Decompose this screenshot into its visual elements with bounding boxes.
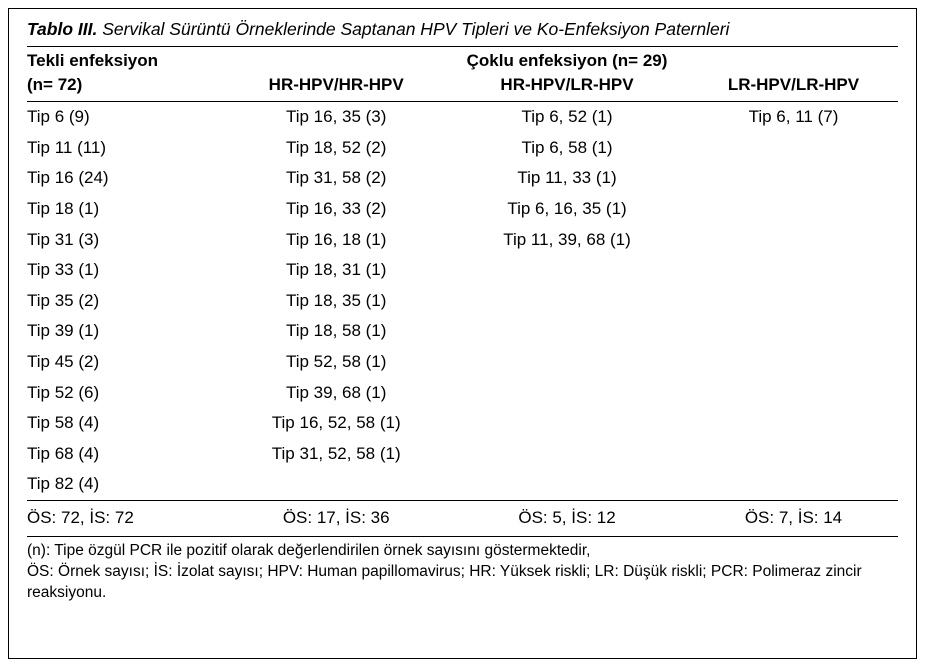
- cell-c3: [689, 133, 898, 164]
- header-col-1: HR-HPV/HR-HPV: [227, 71, 445, 102]
- table-row: Tip 31 (3)Tip 16, 18 (1)Tip 11, 39, 68 (…: [27, 224, 898, 255]
- totals-c2: ÖS: 5, İS: 12: [445, 500, 689, 536]
- header-super-left-2: (n= 72): [27, 71, 227, 102]
- cell-c0: Tip 11 (11): [27, 133, 227, 164]
- cell-c1: Tip 39, 68 (1): [227, 377, 445, 408]
- table-row: Tip 58 (4)Tip 16, 52, 58 (1): [27, 408, 898, 439]
- header-super-left-1: Tekli enfeksiyon: [27, 47, 227, 71]
- table-body: Tip 6 (9)Tip 16, 35 (3)Tip 6, 52 (1)Tip …: [27, 102, 898, 501]
- header-col-3: LR-HPV/LR-HPV: [689, 71, 898, 102]
- cell-c3: Tip 6, 11 (7): [689, 102, 898, 133]
- cell-c0: Tip 52 (6): [27, 377, 227, 408]
- cell-c2: Tip 6, 16, 35 (1): [445, 194, 689, 225]
- table-row: Tip 16 (24)Tip 31, 58 (2)Tip 11, 33 (1): [27, 163, 898, 194]
- table-footer-row: ÖS: 72, İS: 72 ÖS: 17, İS: 36 ÖS: 5, İS:…: [27, 500, 898, 536]
- cell-c2: [445, 286, 689, 317]
- table-frame: Tablo III. Servikal Sürüntü Örneklerinde…: [8, 8, 917, 659]
- cell-c3: [689, 163, 898, 194]
- header-super-span: Çoklu enfeksiyon (n= 29): [445, 47, 689, 71]
- cell-c3: [689, 347, 898, 378]
- totals-c3: ÖS: 7, İS: 14: [689, 500, 898, 536]
- cell-c1: Tip 31, 52, 58 (1): [227, 439, 445, 470]
- cell-c0: Tip 6 (9): [27, 102, 227, 133]
- cell-c0: Tip 82 (4): [27, 469, 227, 500]
- cell-c2: [445, 316, 689, 347]
- cell-c3: [689, 439, 898, 470]
- cell-c3: [689, 377, 898, 408]
- table-row: Tip 35 (2)Tip 18, 35 (1): [27, 286, 898, 317]
- footnotes: (n): Tipe özgül PCR ile pozitif olarak d…: [27, 537, 898, 604]
- cell-c1: Tip 16, 18 (1): [227, 224, 445, 255]
- cell-c2: [445, 255, 689, 286]
- table-row: Tip 33 (1)Tip 18, 31 (1): [27, 255, 898, 286]
- totals-c1: ÖS: 17, İS: 36: [227, 500, 445, 536]
- cell-c3: [689, 255, 898, 286]
- cell-c2: [445, 469, 689, 500]
- cell-c1: Tip 52, 58 (1): [227, 347, 445, 378]
- cell-c2: Tip 11, 33 (1): [445, 163, 689, 194]
- cell-c2: Tip 11, 39, 68 (1): [445, 224, 689, 255]
- cell-c3: [689, 224, 898, 255]
- cell-c0: Tip 18 (1): [27, 194, 227, 225]
- table-title-text: Servikal Sürüntü Örneklerinde Saptanan H…: [102, 19, 729, 39]
- cell-c0: Tip 16 (24): [27, 163, 227, 194]
- cell-c1: Tip 16, 35 (3): [227, 102, 445, 133]
- table-row: Tip 68 (4)Tip 31, 52, 58 (1): [27, 439, 898, 470]
- table-row: Tip 18 (1)Tip 16, 33 (2)Tip 6, 16, 35 (1…: [27, 194, 898, 225]
- cell-c3: [689, 194, 898, 225]
- table-header: Tekli enfeksiyon Çoklu enfeksiyon (n= 29…: [27, 47, 898, 102]
- cell-c2: Tip 6, 52 (1): [445, 102, 689, 133]
- cell-c2: [445, 439, 689, 470]
- cell-c0: Tip 35 (2): [27, 286, 227, 317]
- cell-c1: Tip 18, 35 (1): [227, 286, 445, 317]
- cell-c1: Tip 18, 52 (2): [227, 133, 445, 164]
- table-row: Tip 6 (9)Tip 16, 35 (3)Tip 6, 52 (1)Tip …: [27, 102, 898, 133]
- header-col-2: HR-HPV/LR-HPV: [445, 71, 689, 102]
- cell-c2: Tip 6, 58 (1): [445, 133, 689, 164]
- cell-c1: Tip 31, 58 (2): [227, 163, 445, 194]
- cell-c2: [445, 408, 689, 439]
- cell-c1: Tip 18, 31 (1): [227, 255, 445, 286]
- cell-c2: [445, 377, 689, 408]
- table-title: Tablo III. Servikal Sürüntü Örneklerinde…: [27, 19, 898, 47]
- table-row: Tip 45 (2)Tip 52, 58 (1): [27, 347, 898, 378]
- table-row: Tip 11 (11)Tip 18, 52 (2)Tip 6, 58 (1): [27, 133, 898, 164]
- footnote-line-2: ÖS: Örnek sayısı; İS: İzolat sayısı; HPV…: [27, 562, 898, 604]
- cell-c0: Tip 68 (4): [27, 439, 227, 470]
- table-row: Tip 39 (1)Tip 18, 58 (1): [27, 316, 898, 347]
- cell-c3: [689, 408, 898, 439]
- cell-c1: [227, 469, 445, 500]
- table-title-label: Tablo III.: [27, 19, 97, 39]
- cell-c3: [689, 469, 898, 500]
- cell-c0: Tip 33 (1): [27, 255, 227, 286]
- cell-c3: [689, 316, 898, 347]
- cell-c0: Tip 39 (1): [27, 316, 227, 347]
- cell-c3: [689, 286, 898, 317]
- table-row: Tip 82 (4): [27, 469, 898, 500]
- cell-c2: [445, 347, 689, 378]
- hpv-table: Tekli enfeksiyon Çoklu enfeksiyon (n= 29…: [27, 47, 898, 537]
- cell-c1: Tip 16, 52, 58 (1): [227, 408, 445, 439]
- footnote-line-1: (n): Tipe özgül PCR ile pozitif olarak d…: [27, 541, 898, 562]
- cell-c0: Tip 45 (2): [27, 347, 227, 378]
- table-row: Tip 52 (6)Tip 39, 68 (1): [27, 377, 898, 408]
- cell-c1: Tip 16, 33 (2): [227, 194, 445, 225]
- cell-c1: Tip 18, 58 (1): [227, 316, 445, 347]
- cell-c0: Tip 58 (4): [27, 408, 227, 439]
- cell-c0: Tip 31 (3): [27, 224, 227, 255]
- totals-c0: ÖS: 72, İS: 72: [27, 500, 227, 536]
